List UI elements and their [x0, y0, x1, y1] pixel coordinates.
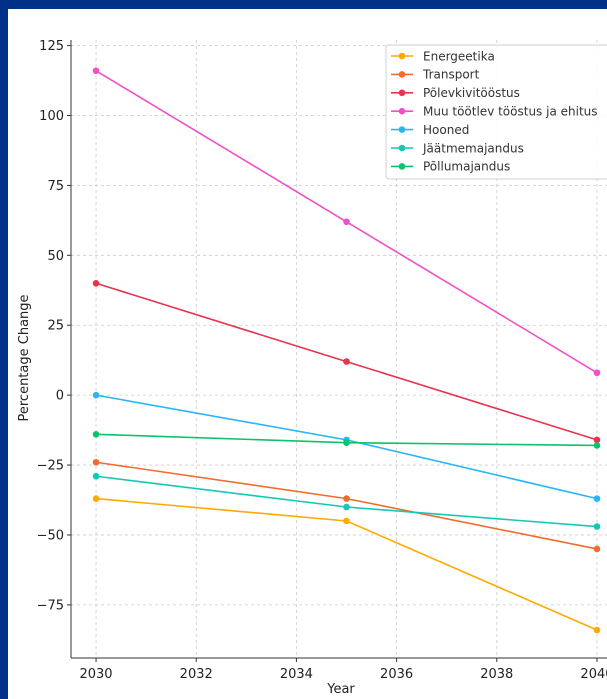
- x-tick-label: 2038: [480, 667, 513, 682]
- chart-panel: 125 100 75 50 25 0 −25 −50 −75 2030 2032 2034 2036 20…: [8, 9, 607, 699]
- legend-swatch-marker: [398, 163, 406, 170]
- x-tick-label: 2032: [180, 667, 213, 682]
- legend-swatch-marker: [398, 144, 406, 152]
- legend-swatch-marker: [398, 89, 406, 97]
- data-point: [92, 279, 100, 287]
- legend-entry-label: Hooned: [423, 123, 469, 137]
- data-point: [343, 218, 350, 226]
- y-tick-label: 125: [39, 39, 64, 54]
- data-point: [593, 545, 601, 553]
- data-point: [343, 517, 350, 525]
- data-point: [593, 495, 601, 502]
- legend-entry-label: Jäätmemajandus: [422, 141, 524, 155]
- x-axis-label: Year: [326, 682, 355, 697]
- x-tick-label: 2034: [280, 667, 313, 682]
- series-line: [95, 394, 598, 500]
- data-point: [92, 495, 100, 502]
- y-tick-label: −50: [37, 528, 64, 543]
- legend-swatch-marker: [398, 71, 406, 78]
- legend-entry-label: Põllumajandus: [423, 160, 510, 174]
- data-point: [593, 626, 601, 634]
- x-tick-label: 2036: [380, 667, 413, 682]
- legend-entry-label: Muu töötlev tööstus ja ehitus: [423, 105, 598, 119]
- y-tick-label: 50: [47, 249, 64, 264]
- data-point: [92, 430, 100, 438]
- data-point: [343, 503, 350, 511]
- x-tick-label: 2040: [580, 667, 607, 682]
- data-point: [92, 458, 100, 466]
- data-point: [92, 67, 100, 75]
- data-point: [593, 369, 601, 377]
- data-point: [92, 472, 100, 480]
- y-tick-label: −75: [37, 598, 64, 613]
- legend-entry-label: Energeetika: [423, 49, 495, 63]
- legend-entry-label: Põlevkivitööstus: [423, 86, 520, 100]
- y-tick-label: 25: [47, 319, 64, 334]
- y-axis-label: Percentage Change: [17, 294, 32, 421]
- line-chart: 125 100 75 50 25 0 −25 −50 −75 2030 2032 2034 2036 20…: [17, 39, 607, 697]
- legend-entry-label: Transport: [422, 68, 480, 82]
- data-point: [593, 442, 601, 449]
- y-tick-label: 100: [39, 109, 64, 124]
- x-tick-label: 2030: [79, 667, 112, 682]
- data-point: [343, 439, 350, 446]
- y-tick-label: −25: [37, 459, 64, 474]
- data-point: [593, 523, 601, 530]
- data-point: [92, 391, 100, 399]
- y-tick-label: 75: [47, 179, 64, 194]
- y-tick-label: 0: [56, 389, 64, 404]
- data-point: [343, 495, 350, 502]
- legend-swatch-marker: [398, 107, 406, 115]
- legend-swatch-marker: [398, 126, 406, 133]
- data-point: [343, 358, 350, 365]
- data-point: [593, 436, 601, 444]
- legend-box: [385, 44, 607, 180]
- legend-swatch-marker: [398, 52, 406, 60]
